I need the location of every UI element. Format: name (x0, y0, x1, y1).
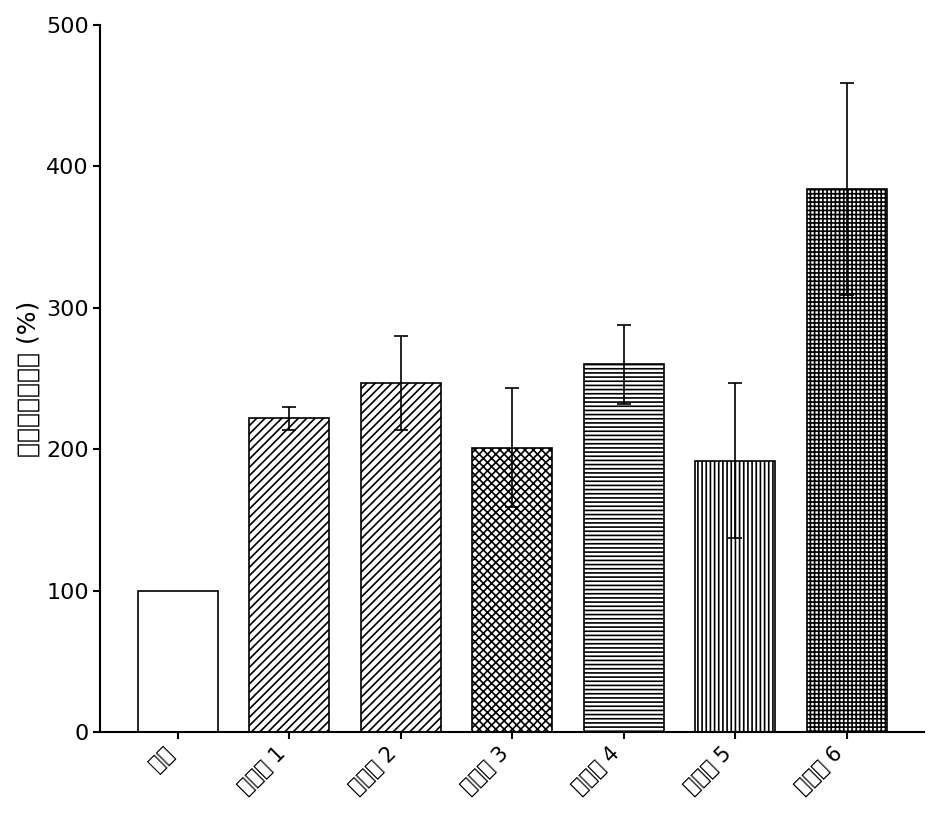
Bar (472, 448, 552, 733)
Bar (583, 364, 663, 733)
Bar (695, 460, 775, 733)
Bar (137, 591, 217, 733)
Bar (806, 189, 886, 733)
Bar (249, 418, 329, 733)
Y-axis label: 累积渗透百分率 (%): 累积渗透百分率 (%) (17, 301, 40, 456)
Bar (360, 383, 440, 733)
